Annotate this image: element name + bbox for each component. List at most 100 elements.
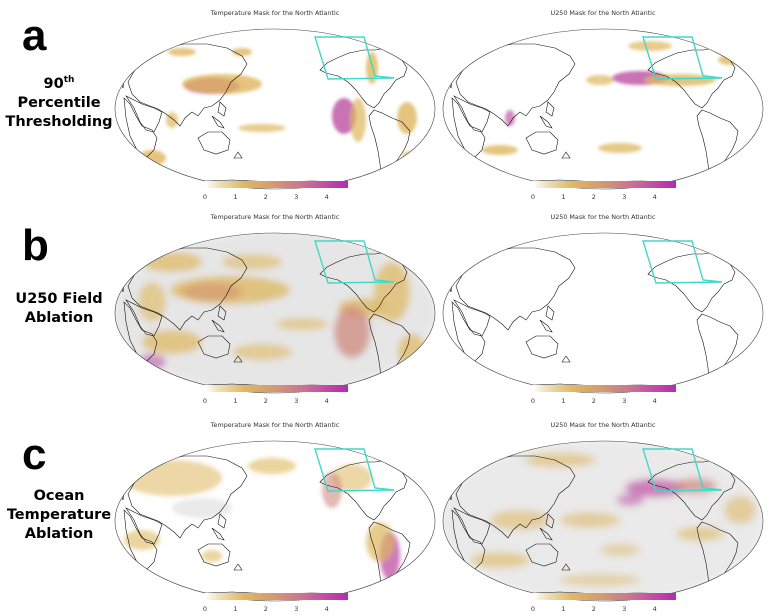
- intensity-blob: [398, 334, 426, 370]
- intensity-blob: [616, 494, 644, 506]
- coastline-path: [319, 47, 408, 109]
- north-atlantic-region-outline: [642, 36, 723, 80]
- coastline-path: [539, 115, 553, 129]
- intensity-blob: [142, 330, 202, 354]
- coastline-path: [217, 305, 227, 321]
- map-figure: [114, 440, 436, 602]
- intensity-blob: [404, 452, 420, 464]
- colorbar-tick-label: 3: [622, 193, 627, 201]
- coastline-path: [125, 95, 163, 133]
- colorbar-tick-label: 1: [561, 397, 566, 405]
- coastline-path: [545, 305, 555, 321]
- map-title: Temperature Mask for the North Atlantic: [210, 213, 340, 221]
- coastline-path: [233, 563, 243, 571]
- colorbar: 0 1 2 3 4: [531, 593, 676, 613]
- colorbar: 0 1 2 3 4: [202, 593, 348, 613]
- colorbar-tick-label: 2: [591, 605, 596, 613]
- coastline-path: [561, 151, 571, 159]
- map-u250-mask-a: U250 Mask for the North Atlantic: [440, 9, 766, 190]
- map-outline: [442, 28, 764, 190]
- colorbar-gradient: [205, 593, 348, 600]
- colorbar-tick-label: 1: [561, 193, 566, 201]
- intensity-blob: [142, 252, 202, 272]
- colorbar-tick-label: 2: [263, 193, 268, 201]
- colorbar-tick-label: 0: [202, 605, 208, 613]
- coastline-path: [319, 251, 408, 313]
- row-label-c-line-2: Temperature: [6, 507, 112, 523]
- map-title: U250 Mask for the North Atlantic: [550, 213, 656, 221]
- colorbar-tick-label: 0: [202, 193, 208, 201]
- coastline-path: [453, 95, 491, 133]
- coastline-path: [561, 563, 571, 571]
- intensity-blob: [222, 254, 282, 270]
- intensity-blob: [122, 460, 222, 496]
- coastline-path: [127, 455, 248, 539]
- row-label-c: Ocean Temperature Ablation: [0, 487, 118, 544]
- colorbar-tick-label: 3: [294, 193, 299, 201]
- colorbar-tick-label: 0: [202, 397, 208, 405]
- colorbar-tick-label: 1: [561, 605, 566, 613]
- coastline-path: [233, 151, 243, 159]
- coastline-path: [451, 509, 486, 571]
- row-label-a: 90th Percentile Thresholding: [0, 75, 118, 132]
- coastline-path: [730, 239, 754, 257]
- coastline-path: [455, 247, 576, 331]
- coastline-path: [402, 239, 426, 257]
- intensity-blob: [366, 522, 394, 562]
- north-atlantic-region-outline: [314, 240, 395, 284]
- intensity-blob: [676, 527, 724, 541]
- colorbar-tick-label: 2: [591, 397, 596, 405]
- coastline-path: [455, 43, 576, 127]
- colorbar-tick-label: 2: [263, 605, 268, 613]
- coastline-path: [730, 35, 754, 53]
- coastline-path: [123, 301, 158, 363]
- intensity-blob: [332, 464, 372, 492]
- colorbar-tick-label: 2: [263, 397, 268, 405]
- colorbar: 0 1 2 3 4: [202, 385, 348, 405]
- intensity-layer: [443, 441, 763, 601]
- coastline-path: [123, 97, 158, 159]
- coastline-path: [319, 459, 408, 521]
- intensity-blob: [166, 112, 178, 128]
- coastline-path: [402, 447, 426, 465]
- coastline-path: [217, 513, 227, 529]
- map-title: U250 Mask for the North Atlantic: [550, 9, 656, 17]
- coastline-path: [451, 301, 486, 363]
- map-title: Temperature Mask for the North Atlantic: [210, 421, 340, 429]
- colorbar: 0 1 2 3 4: [531, 181, 676, 201]
- coastline-path: [197, 131, 231, 155]
- intensity-blob: [232, 48, 252, 56]
- map-background: [115, 29, 435, 189]
- coastline-path: [451, 97, 486, 159]
- coastline-path: [197, 543, 231, 567]
- colorbar-tick-label: 2: [591, 193, 596, 201]
- intensity-blob: [482, 145, 518, 155]
- coastline-path: [730, 447, 754, 465]
- colorbar-tick-label: 4: [324, 605, 329, 613]
- coastline-path: [123, 509, 158, 571]
- map-outline: [114, 28, 436, 190]
- intensity-blob: [560, 512, 620, 528]
- panel-letter-c: c: [22, 430, 47, 479]
- intensity-blob: [397, 102, 417, 134]
- map-figure: [114, 28, 436, 190]
- colorbar-tick-label: 1: [233, 397, 238, 405]
- colorbar-tick-label: 3: [622, 397, 627, 405]
- row-label-b-line-1: U250 Field: [15, 291, 103, 307]
- map-title: Temperature Mask for the North Atlantic: [210, 9, 340, 17]
- intensity-blob: [366, 52, 378, 84]
- coastline-path: [455, 455, 576, 539]
- map-u250-mask-c: U250 Mask for the North Atlantic: [440, 421, 766, 602]
- coastline-path: [125, 299, 163, 337]
- map-title: U250 Mask for the North Atlantic: [550, 421, 656, 429]
- intensity-blob: [600, 544, 640, 556]
- map-figure: [442, 232, 764, 394]
- row-label-c-line-1: Ocean: [33, 488, 85, 504]
- intensity-blob: [276, 318, 328, 330]
- map-background: [443, 233, 763, 393]
- intensity-blob: [232, 344, 292, 360]
- coastline-path: [197, 335, 231, 359]
- colorbar-tick-label: 4: [652, 397, 657, 405]
- north-atlantic-region-outline: [642, 240, 723, 284]
- map-figure: [114, 232, 436, 394]
